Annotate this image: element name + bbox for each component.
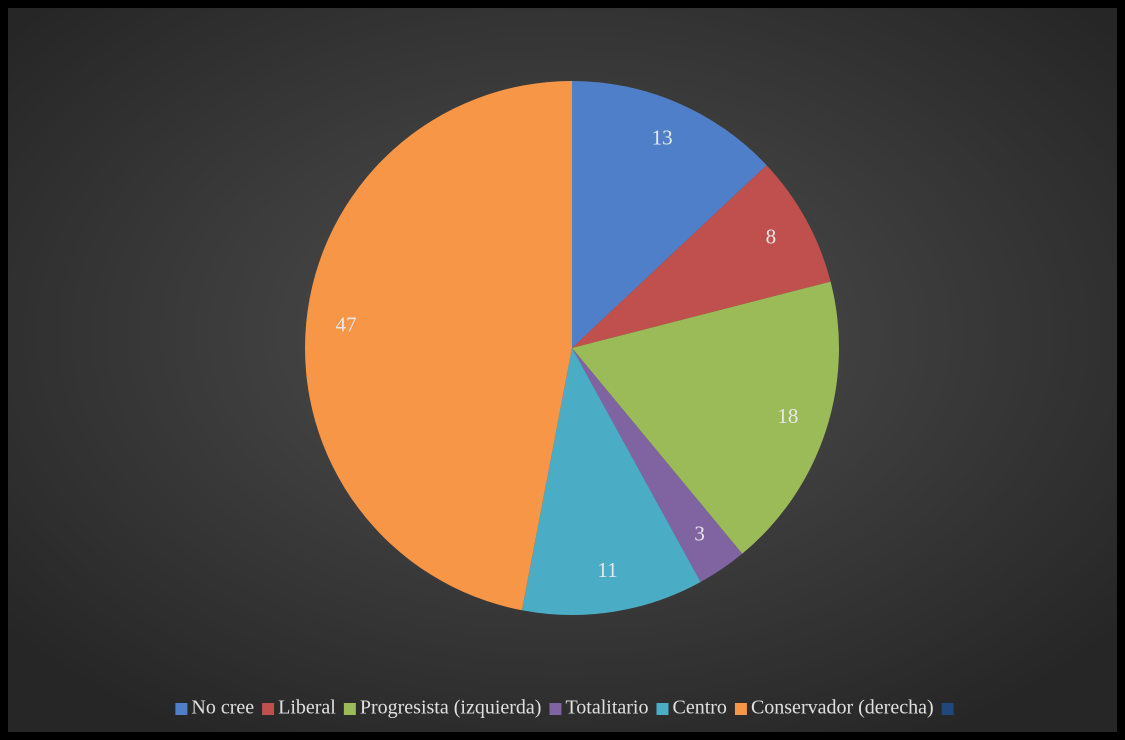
- pie-slice: [521, 348, 701, 615]
- pie-slice: [572, 281, 839, 554]
- data-label: 8: [766, 224, 777, 248]
- legend: No cree Liberal Progresista (izquierda) Tot…: [175, 697, 954, 719]
- legend-label: Liberal: [278, 697, 336, 719]
- legend-label: Centro: [673, 697, 727, 719]
- pie-slice: [572, 81, 767, 348]
- legend-swatch: [262, 703, 275, 715]
- legend-swatch: [549, 703, 562, 715]
- legend-swatch: [941, 703, 954, 715]
- data-label: 13: [652, 126, 673, 150]
- legend-swatch: [343, 703, 356, 715]
- legend-label: No cree: [191, 697, 254, 719]
- legend-swatch: [656, 703, 669, 715]
- legend-swatch: [175, 703, 188, 715]
- legend-label: Progresista (izquierda): [360, 697, 542, 719]
- pie: 13 8 18 3 11 47: [304, 80, 839, 615]
- pie-slice: [572, 165, 831, 348]
- legend-label: Conservador (derecha): [751, 697, 934, 719]
- legend-swatch: [734, 703, 747, 715]
- data-label: 18: [777, 404, 798, 428]
- data-label: 11: [597, 558, 617, 582]
- pie-slice: [572, 348, 743, 582]
- data-label: 3: [694, 522, 705, 546]
- pie-slice: [304, 80, 572, 611]
- data-label: 47: [336, 312, 357, 336]
- legend-label: Totalitario: [565, 697, 648, 719]
